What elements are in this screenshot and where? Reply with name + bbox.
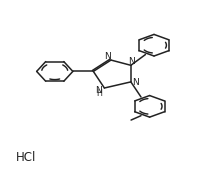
Text: N: N: [95, 86, 102, 95]
Text: N: N: [129, 57, 135, 66]
Text: N: N: [132, 78, 139, 87]
Text: N: N: [104, 52, 110, 61]
Text: H: H: [96, 89, 102, 98]
Text: HCl: HCl: [16, 151, 36, 164]
